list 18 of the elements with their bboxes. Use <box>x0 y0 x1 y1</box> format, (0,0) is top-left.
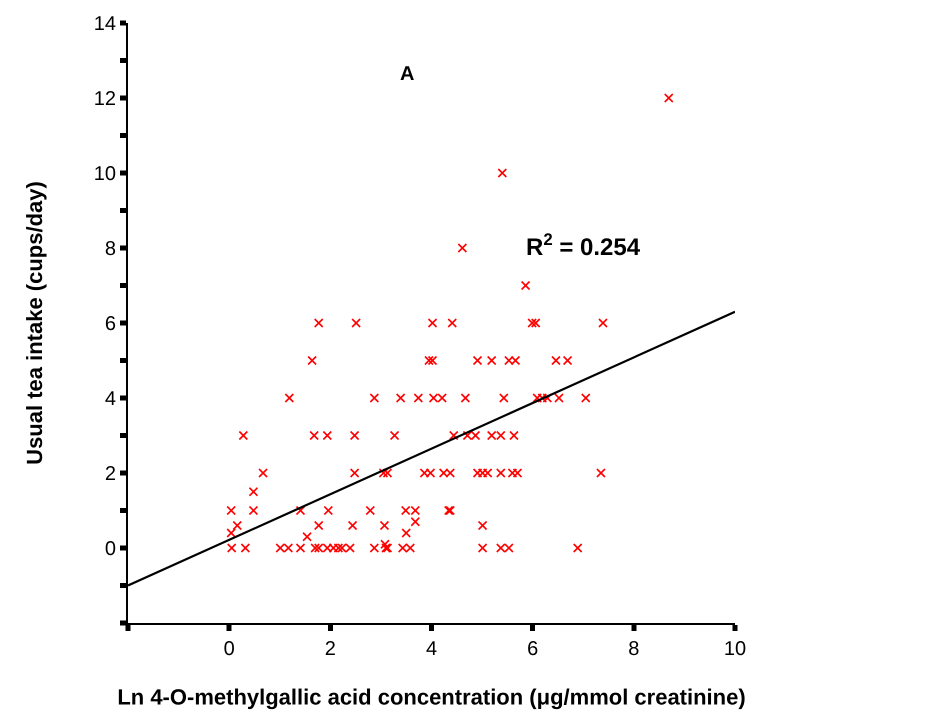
y-tick-label: 12 <box>94 88 116 110</box>
x-tick-label: 6 <box>527 638 538 660</box>
y-tick-label: 10 <box>94 163 116 185</box>
y-tick-label: 2 <box>104 463 116 485</box>
annotation: R$^{2}$ = 0.254 <box>526 230 641 262</box>
x-axis-title: Ln 4-O-methylgallic acid concentration (μg/mmol creatinine) <box>117 684 746 710</box>
y-axis-title: Usual tea intake (cups/day) <box>22 181 48 465</box>
x-tick-label: 0 <box>224 638 235 660</box>
y-tick-label: 14 <box>94 13 116 35</box>
annotation: A <box>400 63 414 85</box>
x-tick-label: 2 <box>324 638 336 660</box>
x-tick-label: 8 <box>628 638 640 660</box>
y-tick-label: 0 <box>104 538 116 560</box>
y-tick-label: 4 <box>104 388 116 410</box>
y-tick-label: 8 <box>104 238 116 260</box>
x-tick-label: 4 <box>426 638 438 660</box>
y-tick-label: 6 <box>104 313 116 335</box>
x-tick-label: 10 <box>724 638 746 660</box>
